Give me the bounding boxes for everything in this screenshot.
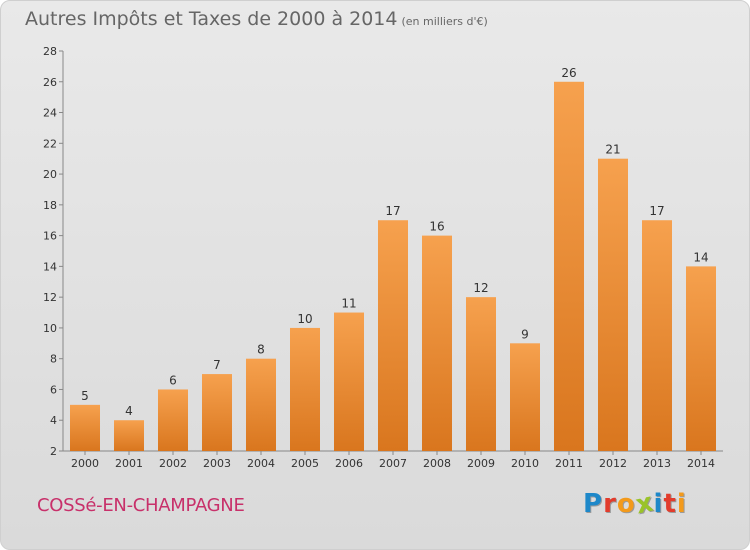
bar-2008 xyxy=(422,235,452,451)
x-tick-label-2010: 2010 xyxy=(511,457,539,470)
bar-2000 xyxy=(70,404,100,451)
bar-2014 xyxy=(686,266,716,451)
bar-2001 xyxy=(114,420,144,451)
x-tick-label-2012: 2012 xyxy=(599,457,627,470)
x-tick-label-2006: 2006 xyxy=(335,457,363,470)
y-tick-label: 8 xyxy=(50,353,57,366)
y-tick-label: 4 xyxy=(50,414,57,427)
x-tick-label-2005: 2005 xyxy=(291,457,319,470)
x-tick-label-2013: 2013 xyxy=(643,457,671,470)
bar-2010 xyxy=(510,343,540,451)
logo-letter: t xyxy=(663,489,677,519)
bar-2002 xyxy=(158,389,188,451)
data-label-2013: 17 xyxy=(649,204,664,218)
y-tick-label: 20 xyxy=(43,168,57,181)
x-tick-label-2009: 2009 xyxy=(467,457,495,470)
bar-2006 xyxy=(334,312,364,451)
x-tick-label-2007: 2007 xyxy=(379,457,407,470)
data-label-2014: 14 xyxy=(693,250,708,264)
logo-letter: P xyxy=(583,489,604,519)
y-tick-label: 12 xyxy=(43,291,57,304)
y-tick-label: 26 xyxy=(43,76,57,89)
y-tick-label: 2 xyxy=(50,445,57,458)
data-label-2009: 12 xyxy=(473,281,488,295)
unit-label: (en milliers d'€) xyxy=(401,15,488,28)
data-label-2002: 6 xyxy=(169,373,177,387)
data-label-2005: 10 xyxy=(297,312,312,326)
y-tick-label: 24 xyxy=(43,107,57,120)
bar-2007 xyxy=(378,220,408,451)
bar-2011 xyxy=(554,81,584,452)
logo-letter: o xyxy=(616,489,636,519)
bar-2012 xyxy=(598,158,628,451)
y-tick-label: 18 xyxy=(43,199,57,212)
data-label-2001: 4 xyxy=(125,404,133,418)
proxiti-logo[interactable]: Proxiti xyxy=(583,487,687,520)
commune-name: COSSé-EN-CHAMPAGNE xyxy=(37,495,245,516)
bar-2004 xyxy=(246,358,276,451)
data-label-2007: 17 xyxy=(385,204,400,218)
x-tick-label-2008: 2008 xyxy=(423,457,451,470)
data-label-2010: 9 xyxy=(521,327,529,341)
x-tick-label-2001: 2001 xyxy=(115,457,143,470)
x-tick-label-2014: 2014 xyxy=(687,457,715,470)
y-tick-label: 14 xyxy=(43,260,57,273)
data-label-2003: 7 xyxy=(213,358,221,372)
bar-2009 xyxy=(466,297,496,451)
x-tick-label-2003: 2003 xyxy=(203,457,231,470)
bar-2003 xyxy=(202,374,232,451)
y-tick-label: 10 xyxy=(43,322,57,335)
y-tick-label: 6 xyxy=(50,383,57,396)
title-text: Autres Impôts et Taxes de 2000 à 2014 xyxy=(25,8,398,30)
x-tick-label-2004: 2004 xyxy=(247,457,275,470)
x-tick-label-2011: 2011 xyxy=(555,457,583,470)
data-label-2000: 5 xyxy=(81,389,89,403)
logo-letter: r xyxy=(603,489,617,519)
chart-title: Autres Impôts et Taxes de 2000 à 2014 (en… xyxy=(25,8,488,30)
data-label-2004: 8 xyxy=(257,343,265,357)
data-label-2011: 26 xyxy=(561,66,576,80)
logo-letter: i xyxy=(676,489,687,519)
data-label-2012: 21 xyxy=(605,143,620,157)
data-label-2006: 11 xyxy=(341,297,356,311)
bar-2005 xyxy=(290,327,320,451)
y-tick-label: 16 xyxy=(43,230,57,243)
y-tick-label: 22 xyxy=(43,137,57,150)
logo-letter: i xyxy=(653,489,664,519)
bar-2013 xyxy=(642,220,672,451)
x-tick-label-2000: 2000 xyxy=(71,457,99,470)
x-tick-label-2002: 2002 xyxy=(159,457,187,470)
data-label-2008: 16 xyxy=(429,220,444,234)
y-tick-label: 28 xyxy=(43,45,57,58)
